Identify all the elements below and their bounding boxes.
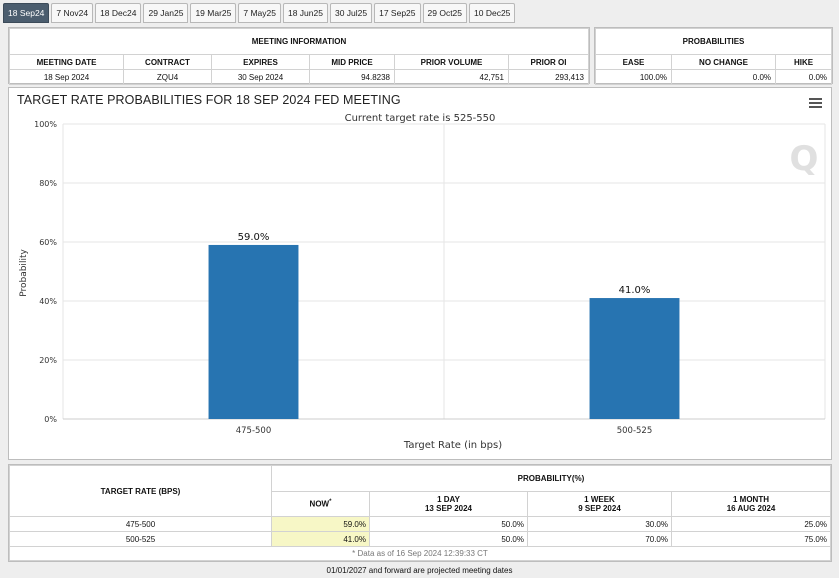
bar-500-525[interactable] xyxy=(589,298,680,419)
meeting-information-panel: MEETING INFORMATION MEETING DATE CONTRAC… xyxy=(8,27,590,85)
prior-volume-value: 42,751 xyxy=(394,69,509,85)
header-ease: EASE xyxy=(595,54,672,70)
data-timestamp-note: * Data as of 16 Sep 2024 12:39:33 CT xyxy=(9,546,831,561)
now-marker: * xyxy=(329,499,332,506)
col-1-week-label: 1 WEEK xyxy=(584,495,615,504)
tab-29-jan25[interactable]: 29 Jan25 xyxy=(143,3,189,23)
meeting-tabs: 18 Sep24 7 Nov24 18 Dec24 29 Jan25 19 Mar25 7… xyxy=(3,3,516,23)
bar-value-label: 41.0% xyxy=(619,285,651,296)
probabilities-panel: PROBABILITIES EASE NO CHANGE HIKE 100.0%… xyxy=(594,27,833,85)
header-mid-price: MID PRICE xyxy=(309,54,395,70)
x-axis-label: Target Rate (in bps) xyxy=(403,440,502,451)
tab-10-dec25[interactable]: 10 Dec25 xyxy=(469,3,516,23)
no-change-value: 0.0% xyxy=(671,69,776,85)
col-1-day: 1 DAY 13 SEP 2024 xyxy=(369,491,528,517)
y-tick-label: 60% xyxy=(39,238,57,247)
tab-7-nov24[interactable]: 7 Nov24 xyxy=(51,3,94,23)
projected-dates-note: 01/01/2027 and forward are projected mee… xyxy=(326,566,513,575)
x-tick-label: 475-500 xyxy=(236,426,272,436)
chart-title: TARGET RATE PROBABILITIES FOR 18 SEP 202… xyxy=(17,93,401,107)
table-row: 500-525 41.0% 50.0% 70.0% 75.0% xyxy=(9,531,831,547)
y-tick-label: 0% xyxy=(44,415,57,424)
y-axis-label: Probability xyxy=(19,249,29,297)
hike-value: 0.0% xyxy=(775,69,832,85)
bar-475-500[interactable] xyxy=(208,244,299,419)
rate-cell: 475-500 xyxy=(9,516,272,532)
one-day-cell: 50.0% xyxy=(369,531,528,547)
probability-header: PROBABILITY(%) xyxy=(271,465,831,492)
now-cell: 59.0% xyxy=(271,516,370,532)
one-day-cell: 50.0% xyxy=(369,516,528,532)
one-week-cell: 30.0% xyxy=(527,516,672,532)
header-prior-volume: PRIOR VOLUME xyxy=(394,54,509,70)
watermark-logo: Q xyxy=(790,139,819,179)
tab-18-dec24[interactable]: 18 Dec24 xyxy=(95,3,142,23)
header-contract: CONTRACT xyxy=(123,54,212,70)
tab-30-jul25[interactable]: 30 Jul25 xyxy=(329,3,373,23)
one-month-cell: 25.0% xyxy=(671,516,831,532)
probabilities-title: PROBABILITIES xyxy=(595,28,832,55)
col-1-week: 1 WEEK 9 SEP 2024 xyxy=(527,491,672,517)
meeting-information-title: MEETING INFORMATION xyxy=(9,28,589,55)
header-prior-oi: PRIOR OI xyxy=(508,54,589,70)
ease-value: 100.0% xyxy=(595,69,672,85)
meeting-date-value: 18 Sep 2024 xyxy=(9,69,124,85)
col-1-day-label: 1 DAY xyxy=(437,495,460,504)
col-now: NOW* xyxy=(271,491,370,517)
target-rate-chart: TARGET RATE PROBABILITIES FOR 18 SEP 202… xyxy=(8,87,832,460)
y-tick-label: 40% xyxy=(39,297,57,306)
rate-probability-table: TARGET RATE (BPS) PROBABILITY(%) NOW* 1 … xyxy=(8,464,832,562)
chart-menu-icon[interactable] xyxy=(809,98,822,109)
col-now-label: NOW xyxy=(309,499,330,509)
mid-price-value: 94.8238 xyxy=(309,69,395,85)
col-1-week-date: 9 SEP 2024 xyxy=(578,504,621,513)
header-expires: EXPIRES xyxy=(211,54,310,70)
y-tick-label: 20% xyxy=(39,356,57,365)
contract-value: ZQU4 xyxy=(123,69,212,85)
tab-29-oct25[interactable]: 29 Oct25 xyxy=(422,3,468,23)
col-1-month: 1 MONTH 16 AUG 2024 xyxy=(671,491,831,517)
tab-19-mar25[interactable]: 19 Mar25 xyxy=(190,3,237,23)
tab-7-may25[interactable]: 7 May25 xyxy=(238,3,281,23)
target-rate-header: TARGET RATE (BPS) xyxy=(9,465,272,517)
y-tick-label: 80% xyxy=(39,179,57,188)
col-1-month-date: 16 AUG 2024 xyxy=(726,504,776,513)
header-no-change: NO CHANGE xyxy=(671,54,776,70)
now-cell: 41.0% xyxy=(271,531,370,547)
tab-17-sep25[interactable]: 17 Sep25 xyxy=(374,3,421,23)
chart-subtitle: Current target rate is 525-550 xyxy=(345,113,496,124)
one-week-cell: 70.0% xyxy=(527,531,672,547)
col-1-day-date: 13 SEP 2024 xyxy=(424,504,472,513)
table-row: 475-500 59.0% 50.0% 30.0% 25.0% xyxy=(9,516,831,532)
rate-cell: 500-525 xyxy=(9,531,272,547)
col-1-month-label: 1 MONTH xyxy=(733,495,769,504)
bar-value-label: 59.0% xyxy=(238,232,270,243)
tab-18-jun25[interactable]: 18 Jun25 xyxy=(282,3,328,23)
expires-value: 30 Sep 2024 xyxy=(211,69,310,85)
chart-plot: Current target rate is 525-550 Q 0% 20% 40… xyxy=(19,113,826,451)
header-meeting-date: MEETING DATE xyxy=(9,54,124,70)
x-tick-label: 500-525 xyxy=(617,426,653,436)
tab-18-sep24[interactable]: 18 Sep24 xyxy=(3,3,50,23)
prior-oi-value: 293,413 xyxy=(508,69,589,85)
y-tick-label: 100% xyxy=(34,120,57,129)
header-hike: HIKE xyxy=(775,54,832,70)
one-month-cell: 75.0% xyxy=(671,531,831,547)
